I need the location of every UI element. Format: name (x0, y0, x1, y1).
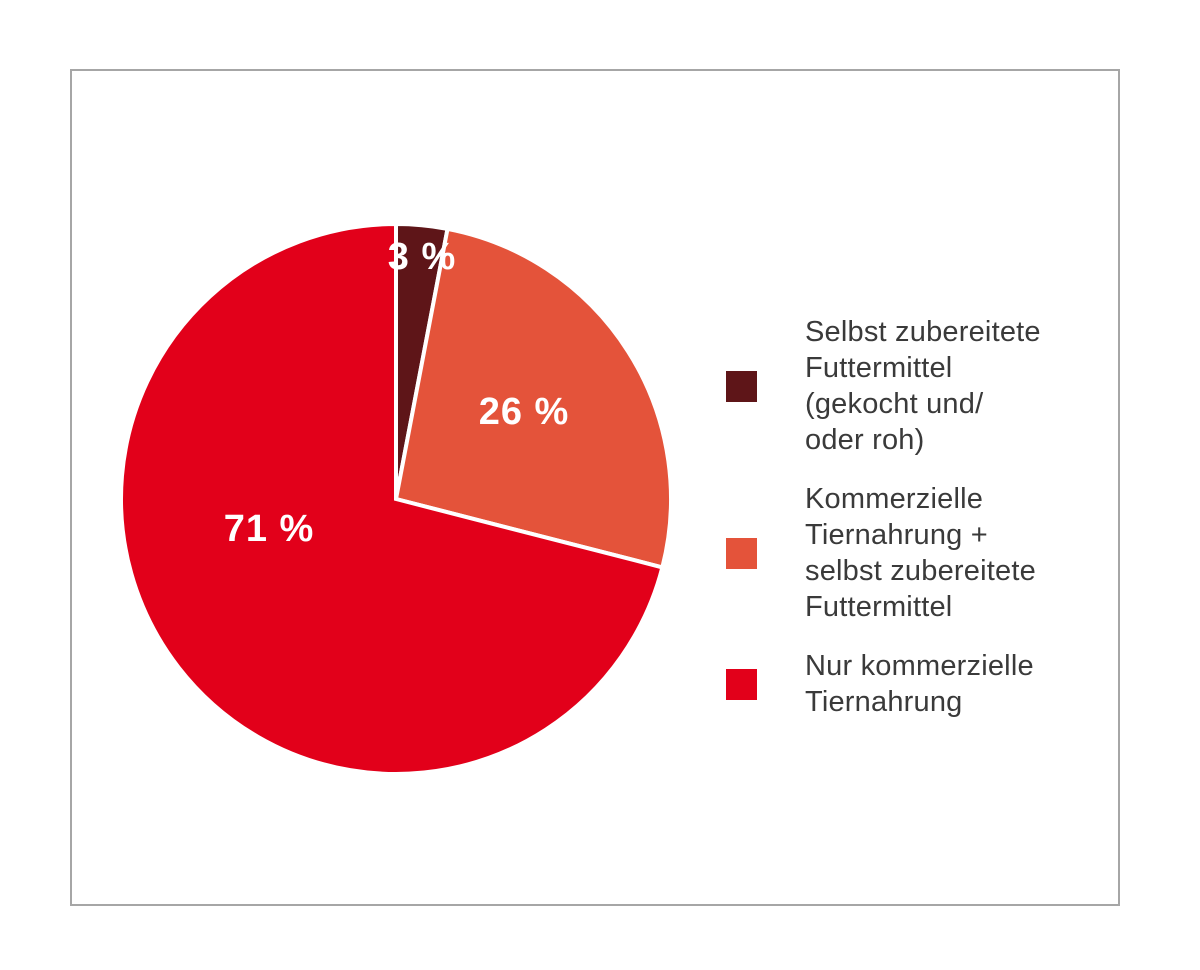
legend-swatch-icon (726, 537, 757, 569)
legend: Selbst zubereitete Futtermittel (gekocht u… (726, 314, 1106, 743)
legend-label-line: Futtermittel (805, 352, 953, 384)
legend-label-line: selbst zubereitete (805, 555, 1036, 587)
pie-slice-label-1: 3 % (388, 236, 456, 278)
pie-slice-label-3: 71 % (224, 508, 315, 550)
legend-label-line: Kommerzielle (805, 483, 984, 515)
legend-label: Kommerzielle Tiernahrung + selbst zubereit… (805, 481, 1036, 625)
chart-frame: 3 % 26 % 71 % Selbst zubereitete Futtermitt… (70, 69, 1120, 906)
legend-item-1: Selbst zubereitete Futtermittel (gekocht u… (726, 314, 1106, 458)
legend-label-line: (gekocht und/ (805, 388, 984, 420)
pie-slice-2 (393, 226, 673, 570)
legend-label: Selbst zubereitete Futtermittel (gekocht u… (805, 314, 1041, 458)
legend-label-line: Tiernahrung (805, 686, 963, 718)
legend-item-2: Kommerzielle Tiernahrung + selbst zubereit… (726, 481, 1106, 625)
legend-swatch-icon (726, 668, 757, 700)
pie-slice-label-2: 26 % (479, 391, 570, 433)
pie-chart: 3 % 26 % 71 % (119, 221, 673, 776)
legend-item-3: Nur kommerzielle Tiernahrung (726, 648, 1106, 720)
legend-label-line: Selbst zubereitete (805, 316, 1041, 348)
pie-slice-3 (119, 221, 665, 776)
legend-swatch-icon (726, 370, 757, 402)
legend-label-line: Tiernahrung + (805, 519, 988, 551)
legend-label: Nur kommerzielle Tiernahrung (805, 648, 1034, 720)
legend-label-line: Nur kommerzielle (805, 650, 1034, 682)
legend-label-line: Futtermittel (805, 591, 953, 623)
legend-label-line: oder roh) (805, 424, 925, 456)
